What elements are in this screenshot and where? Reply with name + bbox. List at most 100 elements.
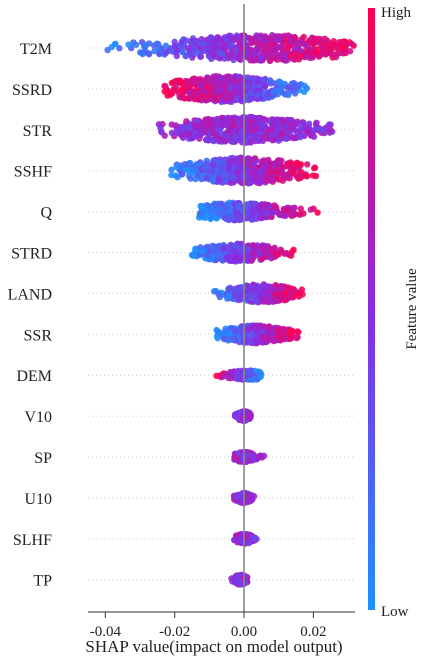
shap-point: [277, 246, 284, 253]
shap-point: [210, 51, 217, 58]
shap-point: [339, 43, 346, 51]
shap-point: [183, 118, 190, 125]
shap-point: [243, 43, 251, 50]
colorbar-title: Feature value: [404, 268, 420, 350]
shap-point: [190, 121, 198, 129]
shap-point: [162, 49, 170, 56]
shap-point: [256, 205, 263, 212]
shap-point: [263, 248, 271, 255]
shap-point: [251, 535, 259, 542]
shap-point: [214, 35, 222, 42]
shap-point: [301, 41, 309, 49]
shap-point: [224, 254, 231, 261]
shap-point: [279, 325, 287, 333]
shap-point: [292, 50, 299, 58]
shap-point: [184, 45, 192, 52]
feature-label: STR: [23, 123, 53, 140]
shap-point: [233, 47, 240, 54]
shap-point: [279, 212, 286, 219]
shap-point: [167, 91, 174, 98]
colorbar-high-label: High: [381, 5, 412, 21]
shap-point: [155, 40, 162, 48]
shap-point: [235, 175, 243, 183]
shap-point: [231, 286, 238, 293]
shap-point: [303, 85, 311, 92]
data-points: [104, 32, 357, 588]
shap-point: [272, 54, 280, 61]
shap-point: [227, 93, 235, 101]
shap-point: [312, 120, 320, 128]
shap-point: [199, 205, 206, 212]
shap-point: [249, 156, 256, 163]
x-axis-title: SHAP value(impact on model output): [85, 637, 342, 656]
shap-point: [289, 164, 296, 171]
shap-point: [273, 204, 280, 211]
shap-point: [253, 298, 260, 305]
shap-point: [224, 117, 231, 124]
shap-point: [267, 255, 275, 262]
shap-point: [242, 212, 249, 219]
shap-point: [227, 179, 234, 187]
shap-point: [263, 210, 270, 217]
shap-point: [214, 335, 221, 342]
shap-point: [263, 134, 270, 142]
shap-point: [253, 374, 260, 382]
shap-point: [332, 53, 340, 61]
shap-point: [265, 91, 272, 98]
shap-point: [228, 138, 235, 145]
shap-point: [193, 37, 201, 45]
shap-point: [176, 79, 184, 86]
shap-point: [292, 287, 299, 295]
feature-label: SSRD: [12, 82, 52, 99]
shap-point: [215, 202, 222, 210]
shap-point: [218, 114, 226, 122]
shap-point: [239, 332, 247, 339]
shap-point: [238, 155, 245, 162]
shap-point: [303, 173, 311, 180]
shap-point: [225, 32, 233, 40]
shap-point: [267, 49, 275, 57]
shap-point: [197, 75, 204, 83]
shap-point: [199, 88, 206, 95]
shap-point: [218, 79, 225, 86]
shap-point: [295, 82, 302, 89]
shap-point: [285, 160, 292, 167]
shap-point: [294, 120, 301, 128]
shap-point: [238, 44, 245, 52]
shap-point: [280, 119, 287, 126]
shap-point: [259, 328, 266, 335]
shap-point: [248, 169, 255, 177]
shap-point: [207, 168, 214, 175]
shap-point: [287, 84, 294, 91]
shap-point: [247, 412, 254, 419]
shap-point: [251, 337, 259, 344]
shap-point: [205, 40, 212, 48]
shap-point: [213, 245, 220, 252]
shap-point: [285, 284, 292, 291]
shap-point: [271, 116, 278, 123]
shap-point: [220, 130, 227, 138]
shap-point: [295, 56, 303, 63]
shap-point: [236, 577, 243, 584]
feature-label: Q: [40, 205, 52, 222]
shap-point: [220, 160, 227, 168]
shap-point: [237, 91, 245, 98]
shap-point: [216, 293, 224, 301]
shap-point: [227, 85, 234, 92]
shap-point: [282, 38, 289, 46]
shap-point: [228, 123, 235, 130]
shap-point: [247, 121, 254, 129]
shap-point: [264, 42, 271, 49]
shap-point: [247, 46, 255, 54]
shap-point: [272, 251, 280, 259]
shap-point: [220, 335, 228, 343]
shap-point: [287, 52, 294, 60]
shap-point: [336, 49, 344, 57]
shap-point: [234, 84, 242, 91]
shap-point: [297, 205, 305, 212]
shap-point: [297, 211, 304, 218]
shap-point: [232, 133, 239, 141]
shap-point: [266, 329, 273, 336]
shap-point: [260, 116, 267, 123]
